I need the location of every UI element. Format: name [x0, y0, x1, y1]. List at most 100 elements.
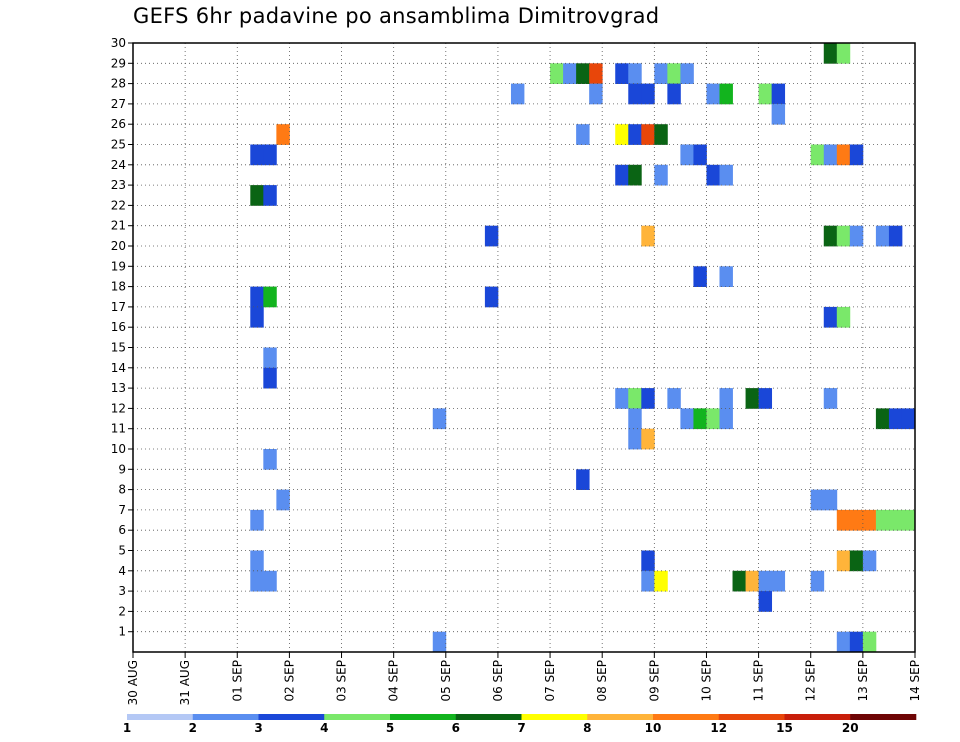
- cell-member-20: [875, 225, 890, 247]
- cell-member-17: [250, 286, 264, 308]
- legend-label: 15: [776, 721, 793, 735]
- cell-member-20: [888, 225, 903, 247]
- y-tick-label: 12: [111, 401, 126, 415]
- cell-member-20: [641, 225, 655, 247]
- cell-member-25: [641, 124, 655, 145]
- cell-member-13: [263, 367, 277, 389]
- cell-member-27: [758, 83, 773, 105]
- cell-member-11: [693, 408, 707, 430]
- y-tick-label: 28: [111, 77, 126, 91]
- y-tick-label: 9: [118, 462, 126, 476]
- cell-member-20: [836, 225, 851, 247]
- cell-member-16: [250, 306, 264, 328]
- cell-member-25: [615, 124, 629, 145]
- y-tick-label: 2: [118, 604, 126, 618]
- cell-member-11: [888, 408, 903, 430]
- x-tick-label: 06 SEP: [491, 660, 505, 702]
- x-tick-label: 31 AUG: [178, 660, 192, 705]
- cell-member-3: [758, 570, 773, 592]
- cell-member-12: [745, 388, 759, 409]
- y-tick-label: 27: [111, 97, 126, 111]
- x-tick-label: 14 SEP: [908, 660, 922, 702]
- legend-swatch: [587, 714, 654, 720]
- cell-member-11: [719, 408, 733, 430]
- cell-member-11: [680, 408, 694, 430]
- legend-label: 3: [254, 721, 262, 735]
- y-tick-label: 3: [118, 584, 126, 598]
- cell-member-11: [706, 408, 720, 430]
- cell-member-3: [771, 570, 786, 592]
- cell-member-11: [875, 408, 890, 430]
- x-tick-label: 03 SEP: [335, 660, 349, 702]
- cell-member-22: [250, 185, 264, 206]
- legend-label: 2: [189, 721, 197, 735]
- cell-member-3: [654, 570, 668, 592]
- legend-swatch: [127, 714, 194, 720]
- y-tick-label: 14: [111, 361, 126, 375]
- cell-member-10: [641, 428, 655, 450]
- x-tick-label: 08 SEP: [595, 660, 609, 702]
- legend-swatch: [718, 714, 785, 720]
- cell-member-10: [628, 428, 642, 450]
- cell-member-3: [263, 570, 277, 592]
- legend-label: 12: [710, 721, 727, 735]
- chart-title: GEFS 6hr padavine po ansamblima Dimitrov…: [133, 4, 660, 28]
- cell-member-23: [719, 164, 733, 186]
- y-axis: 1234567891011121314151617181920212223242…: [111, 36, 133, 639]
- cell-member-4: [849, 550, 864, 572]
- cell-member-27: [589, 83, 603, 105]
- cell-member-0: [432, 631, 447, 653]
- legend-swatch: [192, 714, 259, 720]
- y-tick-label: 29: [111, 56, 126, 70]
- cell-member-27: [706, 83, 720, 105]
- cell-member-28: [563, 63, 577, 84]
- cell-member-28: [550, 63, 564, 84]
- cell-member-27: [641, 83, 655, 105]
- cell-member-28: [615, 63, 629, 84]
- y-tick-label: 20: [111, 239, 126, 253]
- cell-member-2: [758, 591, 773, 612]
- cell-member-24: [849, 144, 864, 166]
- cell-member-28: [576, 63, 590, 84]
- cell-member-27: [667, 83, 681, 105]
- cell-member-28: [654, 63, 668, 84]
- legend-label: 6: [452, 721, 460, 735]
- cell-member-24: [693, 144, 707, 166]
- x-tick-label: 11 SEP: [752, 660, 766, 702]
- cell-member-22: [263, 185, 277, 206]
- cell-member-12: [615, 388, 629, 409]
- cell-member-4: [862, 550, 877, 572]
- cell-member-12: [823, 388, 838, 409]
- color-legend: 1 2 3 4 5 6 7 8 10 12 15 20: [123, 714, 917, 735]
- cell-member-3: [641, 570, 655, 592]
- legend-label: 8: [583, 721, 591, 735]
- cell-member-23: [628, 164, 642, 186]
- y-tick-label: 15: [111, 341, 126, 355]
- y-tick-label: 1: [118, 625, 126, 639]
- cell-member-26: [771, 103, 786, 125]
- cell-member-20: [823, 225, 838, 247]
- y-tick-label: 21: [111, 219, 126, 233]
- data-cells: [250, 43, 916, 653]
- cell-member-12: [758, 388, 773, 409]
- cell-member-6: [888, 509, 903, 531]
- x-tick-label: 13 SEP: [856, 660, 870, 702]
- y-tick-label: 13: [111, 381, 126, 395]
- cell-member-28: [680, 63, 694, 84]
- cell-member-29: [823, 43, 838, 64]
- cell-member-24: [680, 144, 694, 166]
- cell-member-27: [771, 83, 786, 105]
- legend-swatch: [258, 714, 325, 720]
- y-tick-label: 18: [111, 280, 126, 294]
- cell-member-20: [484, 225, 499, 247]
- x-tick-label: 07 SEP: [543, 660, 557, 702]
- cell-member-28: [589, 63, 603, 84]
- cell-member-25: [654, 124, 668, 145]
- cell-member-28: [628, 63, 642, 84]
- y-tick-label: 5: [118, 544, 126, 558]
- legend-label: 5: [386, 721, 394, 735]
- x-tick-label: 30 AUG: [126, 660, 140, 705]
- cell-member-16: [836, 306, 851, 328]
- cell-member-0: [849, 631, 864, 653]
